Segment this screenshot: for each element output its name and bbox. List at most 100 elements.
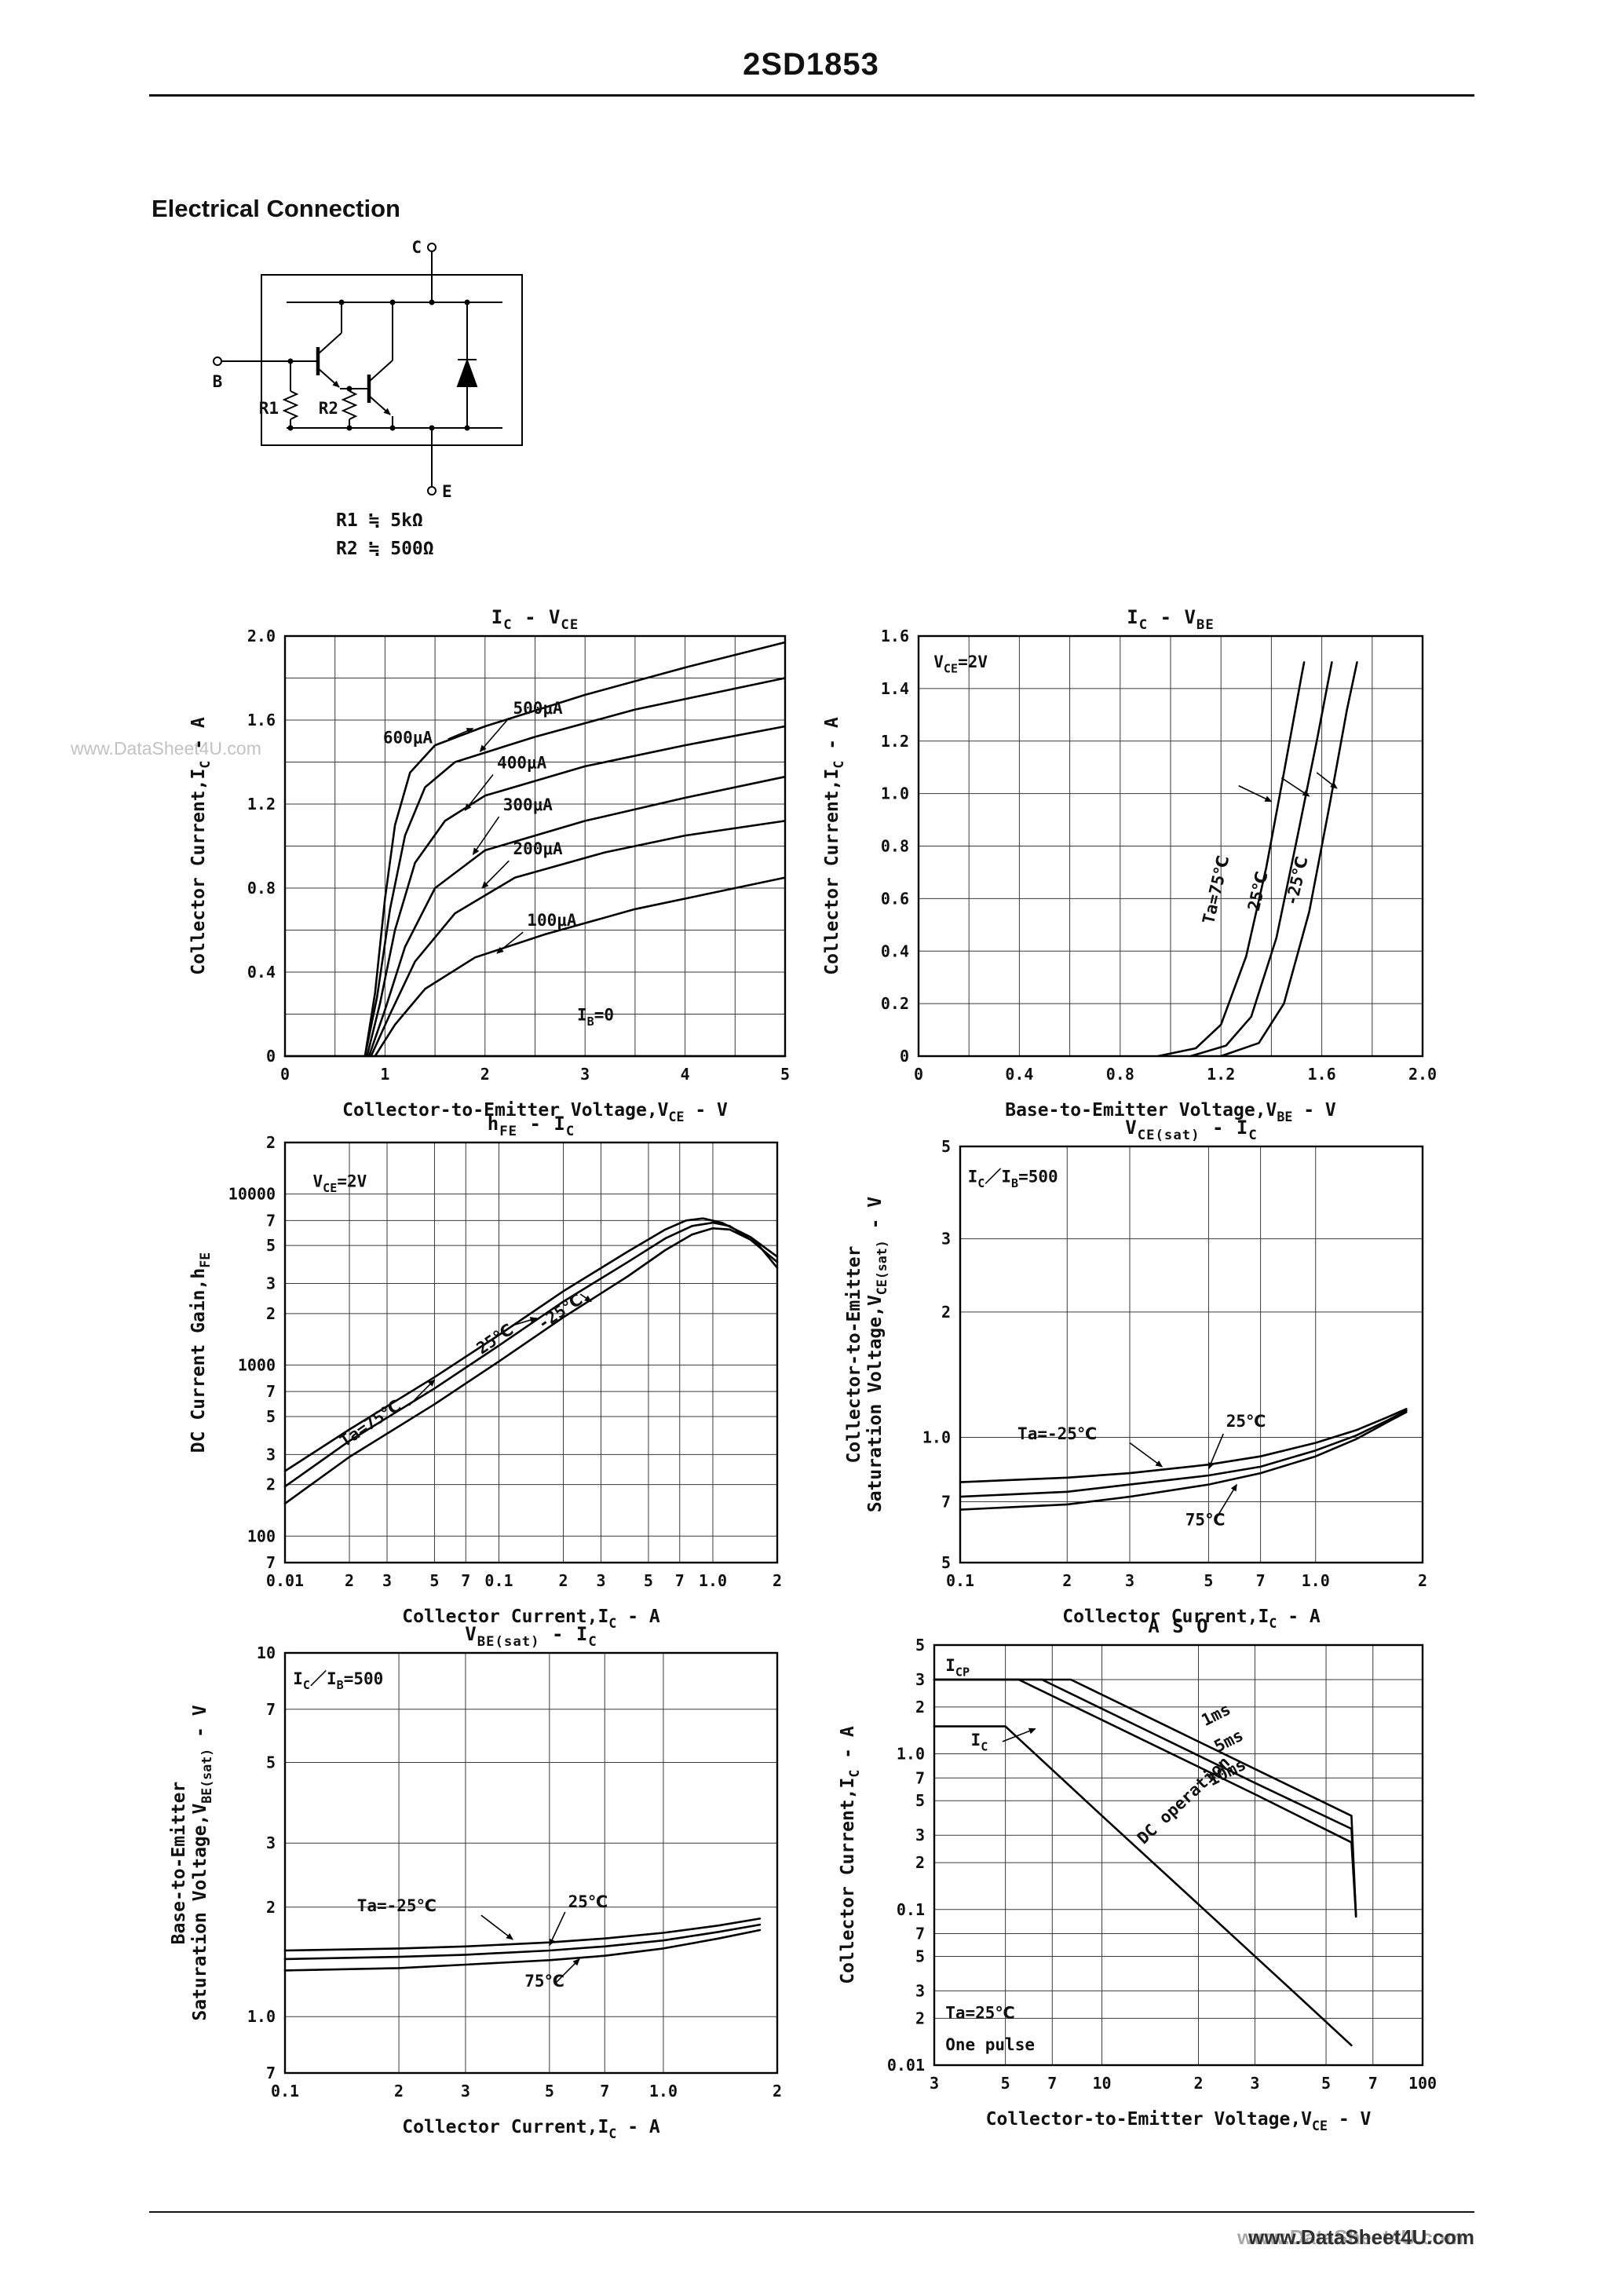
watermark-footer-shadow: www.DataSheet4U.com [1237,2225,1463,2249]
darlington-schematic: C B E R1 R2 [213,238,523,501]
svg-text:0.4: 0.4 [1005,1065,1033,1084]
series-10ms [933,1678,1357,1918]
svg-text:0: 0 [914,1065,923,1084]
svg-text:10000: 10000 [228,1185,276,1204]
series-DC-operation [933,1725,1353,2047]
base-label: B [213,372,223,391]
annotation: 500μA [513,699,563,718]
svg-text:1: 1 [380,1065,389,1084]
annotation: 25℃ [1226,1412,1266,1431]
annotation: IC [971,1731,988,1753]
title-rule [149,94,1474,97]
svg-text:100: 100 [247,1526,276,1545]
series-IB=300uA [367,775,787,1058]
svg-text:7: 7 [915,1768,925,1787]
svg-text:0.1: 0.1 [946,1571,974,1590]
svg-text:1.0: 1.0 [922,1428,951,1446]
svg-text:2: 2 [394,2082,404,2100]
svg-text:3: 3 [930,2074,939,2093]
series-IB=500uA [363,677,787,1058]
r1-value: R1 ≒ 5kΩ [336,510,423,531]
svg-text:5: 5 [780,1065,790,1084]
y-axis-label: Saturation Voltage,VCE(sat) - V [865,1197,890,1512]
svg-text:5: 5 [266,1407,276,1426]
y-axis-label: Base-to-Emitter [169,1782,189,1945]
svg-text:1.2: 1.2 [881,732,909,751]
chart-canvas-vcesat-ic: 0.1 2 3 5 7 1.0 2 5 7 1.0 2 3 5 VCE(sat) - IC Collecto… [844,1117,1427,1631]
annotation: IC／IB=500 [293,1669,383,1692]
svg-text:7: 7 [675,1571,685,1590]
chart-hfe-ic: 0.01 2 3 5 7 0.1 2 3 5 7 1.0 2 7 100 2 3 5 7 1000 2 3 5 7 10000… [188,1113,782,1631]
svg-text:1.4: 1.4 [881,679,909,698]
svg-text:2: 2 [480,1065,490,1084]
x-axis-label: Base-to-Emitter Voltage,VBE - V [1005,1100,1336,1124]
chart-ic-vbe: 0 0.4 0.8 1.2 1.6 2.0 0 0.2 0.4 0.6 0.8 1.0 1.2 1.4 1.… [822,606,1437,1124]
resistor-r2 [341,390,358,420]
annotation: Ta=-25℃ [1017,1424,1097,1443]
svg-text:3: 3 [382,1571,392,1590]
svg-text:5: 5 [266,1236,276,1255]
chart-title: VBE(sat) - IC [465,1623,597,1650]
svg-text:0.8: 0.8 [881,837,909,856]
svg-text:4: 4 [681,1065,690,1084]
svg-text:2: 2 [915,2009,925,2027]
chart-canvas-ic-vce: 0 1 2 3 4 5 0 0.4 0.8 1.2 1.6 2.0 IC - VCE Collector-… [188,606,790,1124]
svg-text:5: 5 [941,1553,951,1572]
y-axis-label: Saturation Voltage,VBE(sat) - V [190,1705,214,2020]
series-Ta=75C [959,1410,1408,1511]
svg-text:1000: 1000 [238,1355,276,1374]
svg-text:7: 7 [266,1211,276,1230]
svg-text:3: 3 [580,1065,590,1084]
chart-title: IC - VCE [491,606,579,633]
collector-label: C [411,238,422,257]
svg-text:3: 3 [266,1834,276,1852]
svg-text:7: 7 [915,1924,925,1943]
series-Ta=-25C [959,1407,1408,1483]
x-axis-label: Collector-to-Emitter Voltage,VCE - V [986,2109,1372,2133]
series-Ta=-25C [1219,661,1358,1058]
svg-text:7: 7 [600,2082,609,2100]
annotation: 200μA [513,839,563,858]
y-axis-label: Collector Current,IC - A [822,717,846,975]
chart-title: hFE - IC [488,1113,575,1139]
chart-canvas-vbesat-ic: 0.1 2 3 5 7 1.0 2 7 1.0 2 3 5 7 10 VBE(sat) - IC Collec… [169,1623,782,2141]
annotation: 600μA [383,728,433,747]
svg-text:5: 5 [915,1791,925,1810]
svg-text:0.2: 0.2 [881,994,909,1013]
chart-canvas-ic-vbe: 0 0.4 0.8 1.2 1.6 2.0 0 0.2 0.4 0.6 0.8 1.0 1.2 1.4 1.… [822,606,1437,1124]
series-IB=400uA [366,725,787,1058]
svg-text:0.1: 0.1 [897,1900,925,1919]
svg-text:2: 2 [266,1133,276,1152]
annotation: -25℃ [534,1290,586,1333]
svg-text:2: 2 [1062,1571,1072,1590]
annotation: One pulse [945,2035,1035,2054]
y-axis-label: DC Current Gain,hFE [188,1252,213,1453]
svg-text:0.8: 0.8 [247,879,276,898]
svg-text:2.0: 2.0 [1408,1065,1437,1084]
series-Ta=25C [959,1409,1408,1498]
annotation: VCE=2V [313,1172,367,1195]
svg-text:7: 7 [266,1553,276,1572]
diode [456,358,478,387]
svg-text:3: 3 [915,1826,925,1844]
svg-text:5: 5 [1204,1571,1213,1590]
svg-text:7: 7 [1256,1571,1266,1590]
annotation: 25℃ [473,1320,517,1358]
annotation: 1ms [1199,1699,1234,1730]
annotation: Ta=-25℃ [357,1896,437,1915]
series-Ta=25C [1189,661,1333,1058]
svg-text:3: 3 [1125,1571,1134,1590]
series-Ta=25C [283,1221,779,1488]
svg-text:1.2: 1.2 [1207,1065,1235,1084]
series-Ta=-25C [283,1227,779,1505]
svg-text:1.0: 1.0 [897,1745,925,1764]
svg-text:10: 10 [1093,2074,1112,2093]
svg-text:2: 2 [266,1898,276,1917]
svg-text:0.01: 0.01 [887,2056,925,2075]
svg-text:1.2: 1.2 [247,795,276,813]
chart-aso: 3 5 7 10 2 3 5 7 100 0.01 2 3 5 7 0.1 2 3 5 7 1.0 2 3 5 A S O Co… [838,1615,1437,2133]
svg-text:3: 3 [461,2082,470,2100]
series-IB=600uA [363,641,787,1058]
collector-terminal [427,243,437,252]
svg-text:2: 2 [345,1571,354,1590]
